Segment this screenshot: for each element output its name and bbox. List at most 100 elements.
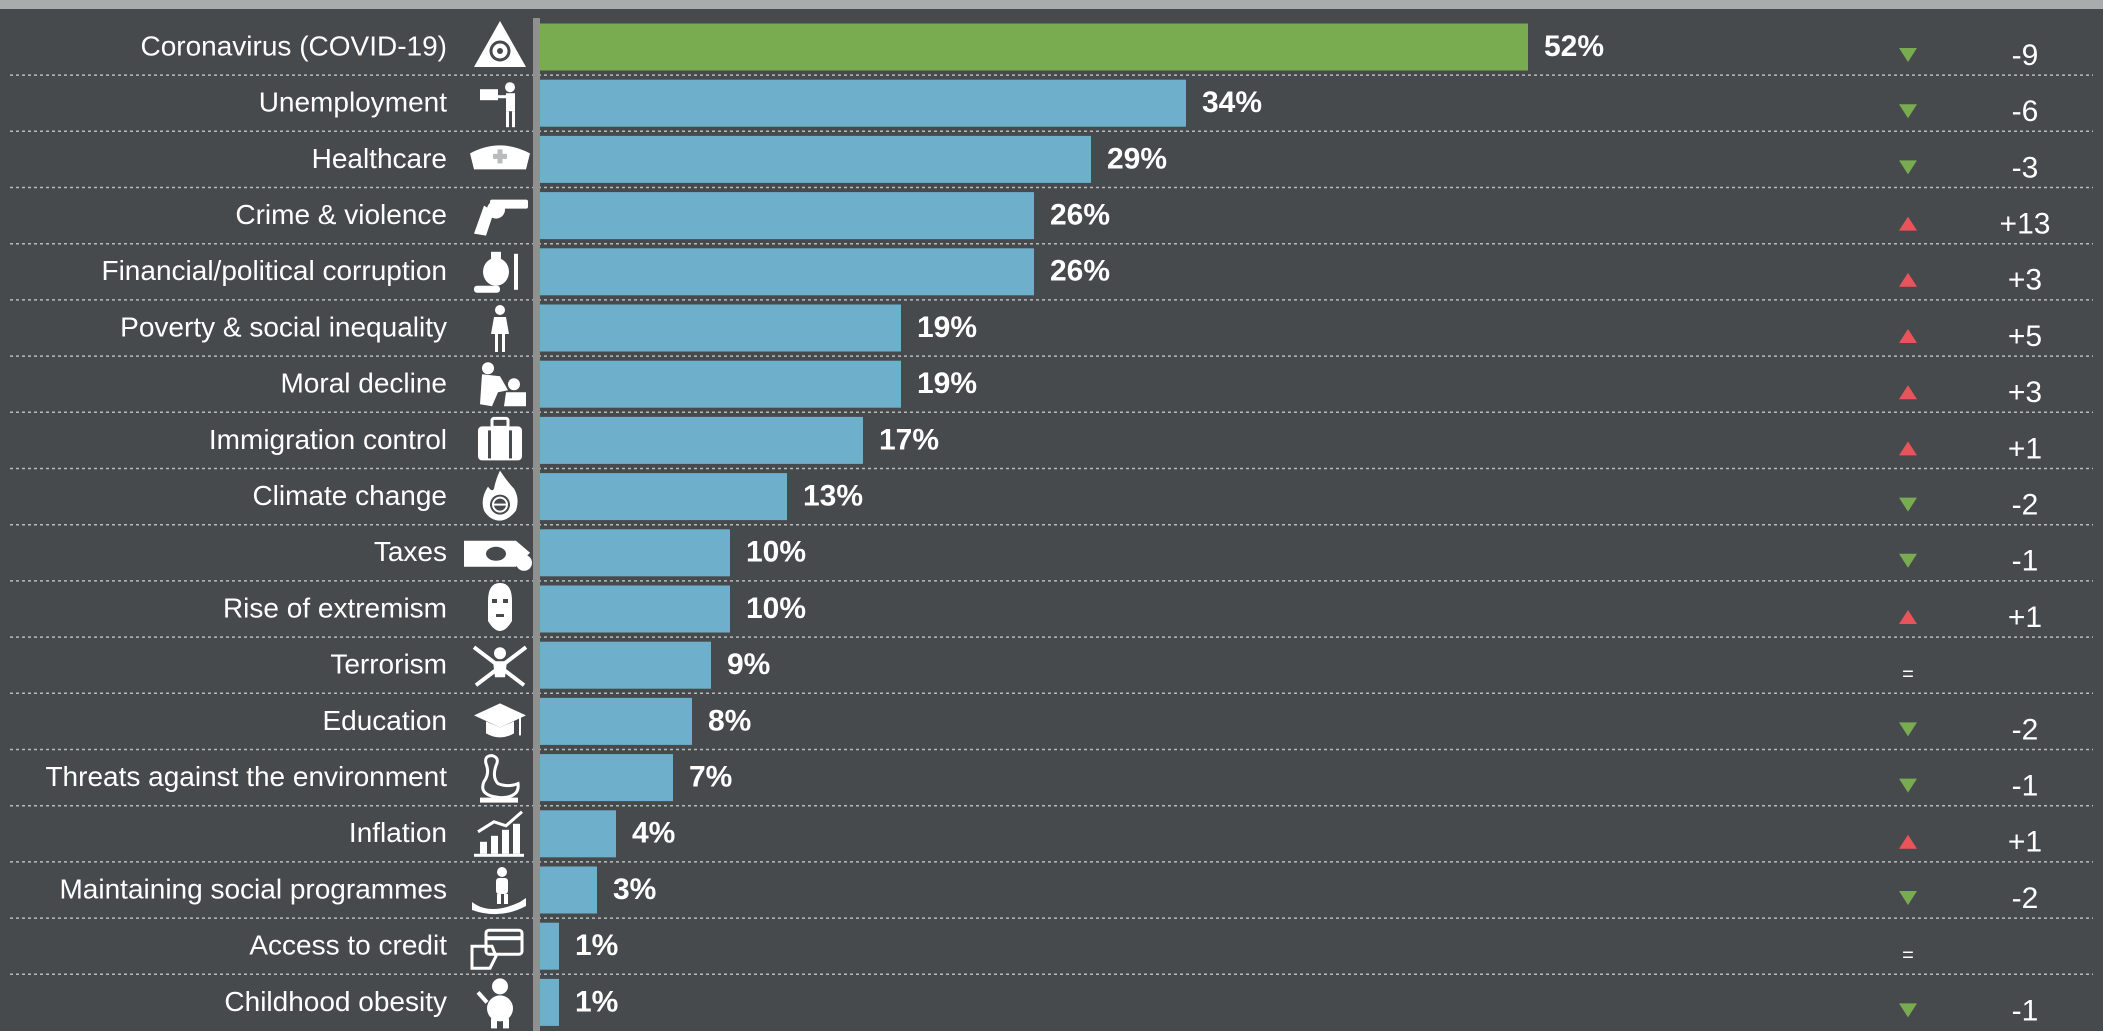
bar <box>540 248 1034 296</box>
category-label: Crime & violence <box>235 199 447 230</box>
change-label: +1 <box>2008 432 2042 465</box>
value-label: 29% <box>1107 142 1167 175</box>
category-label: Financial/political corruption <box>101 255 447 286</box>
graduation-cap-icon <box>474 703 526 738</box>
change-label: -2 <box>2012 489 2039 522</box>
bar <box>540 304 901 352</box>
up-arrow-icon <box>1899 834 1917 849</box>
change-label: -9 <box>2012 39 2039 72</box>
bar <box>540 23 1528 71</box>
change-label: -3 <box>2012 151 2039 184</box>
category-label: Unemployment <box>259 87 448 118</box>
down-arrow-icon <box>1899 104 1917 119</box>
change-label: -2 <box>2012 882 2039 915</box>
bar <box>540 79 1186 127</box>
value-label: 10% <box>746 592 806 625</box>
value-label: 26% <box>1050 199 1110 232</box>
value-label: 9% <box>727 648 770 681</box>
person-icon <box>491 305 509 352</box>
category-label: Poverty & social inequality <box>120 311 447 342</box>
category-label: Moral decline <box>280 368 447 399</box>
helping-hand-icon <box>472 867 526 915</box>
change-label: +3 <box>2008 376 2042 409</box>
up-arrow-icon <box>1899 441 1917 456</box>
burning-globe-icon <box>482 470 518 521</box>
nurse-cap-icon <box>470 145 530 170</box>
crossed-rifles-icon <box>472 645 528 687</box>
credit-card-icon <box>470 928 524 970</box>
value-label: 1% <box>575 985 618 1018</box>
value-label: 8% <box>708 704 751 737</box>
bar <box>540 978 559 1026</box>
category-label: Healthcare <box>312 143 447 174</box>
up-arrow-icon <box>1899 385 1917 400</box>
bar <box>540 754 673 802</box>
bar <box>540 922 559 970</box>
change-label: -2 <box>2012 713 2039 746</box>
down-arrow-icon <box>1899 1003 1917 1018</box>
value-label: 17% <box>879 423 939 456</box>
bar <box>540 473 787 521</box>
bar <box>540 416 863 464</box>
value-label: 19% <box>917 367 977 400</box>
change-label: +1 <box>2008 826 2042 859</box>
category-label: Rise of extremism <box>223 592 447 623</box>
up-arrow-icon <box>1899 329 1917 343</box>
category-label: Threats against the environment <box>45 761 447 792</box>
value-label: 10% <box>746 536 806 569</box>
biohazard-icon <box>474 21 526 67</box>
value-label: 1% <box>575 929 618 962</box>
change-label: +13 <box>2000 208 2051 241</box>
down-arrow-icon <box>1899 778 1917 793</box>
top-border <box>0 0 2103 9</box>
revolver-icon <box>474 199 528 236</box>
category-label: Coronavirus (COVID-19) <box>140 30 447 61</box>
category-label: Access to credit <box>249 930 447 961</box>
up-arrow-icon <box>1899 610 1917 624</box>
down-arrow-icon <box>1899 722 1917 737</box>
value-label: 52% <box>1544 30 1604 63</box>
no-change-label: = <box>1902 944 1914 966</box>
down-arrow-icon <box>1899 48 1917 62</box>
value-label: 26% <box>1050 255 1110 288</box>
change-label: -1 <box>2012 994 2039 1027</box>
value-label: 34% <box>1202 86 1262 119</box>
bar <box>540 529 730 577</box>
down-arrow-icon <box>1899 160 1917 175</box>
oil-swan-icon <box>480 754 520 803</box>
value-label: 19% <box>917 311 977 344</box>
no-change-label: = <box>1902 663 1914 685</box>
suitcase-icon <box>478 416 522 461</box>
category-label: Immigration control <box>209 424 447 455</box>
up-arrow-icon <box>1899 216 1917 231</box>
category-label: Terrorism <box>330 649 447 680</box>
money-bag-icon <box>474 251 518 293</box>
bar <box>540 192 1034 240</box>
obese-child-icon <box>476 978 513 1029</box>
value-label: 13% <box>803 480 863 513</box>
category-label: Maintaining social programmes <box>59 873 447 904</box>
rising-chart-icon <box>474 810 524 857</box>
tax-hand-icon <box>464 540 532 571</box>
category-label: Climate change <box>252 480 447 511</box>
y-axis-line <box>533 18 540 1031</box>
change-label: +1 <box>2008 601 2042 634</box>
change-label: +3 <box>2008 264 2042 297</box>
value-label: 4% <box>632 817 675 850</box>
bar <box>540 697 692 745</box>
change-label: +5 <box>2008 320 2042 353</box>
down-arrow-icon <box>1899 891 1917 905</box>
down-arrow-icon <box>1899 553 1917 568</box>
fight-icon <box>480 362 526 407</box>
category-label: Childhood obesity <box>224 986 447 1017</box>
bar <box>540 810 616 858</box>
bar <box>540 866 597 914</box>
bar <box>540 641 711 689</box>
category-label: Inflation <box>349 817 447 848</box>
job-seeker-icon <box>480 82 515 128</box>
change-label: -1 <box>2012 770 2039 803</box>
bar <box>540 585 730 633</box>
category-label: Education <box>322 705 447 736</box>
up-arrow-icon <box>1899 272 1917 287</box>
